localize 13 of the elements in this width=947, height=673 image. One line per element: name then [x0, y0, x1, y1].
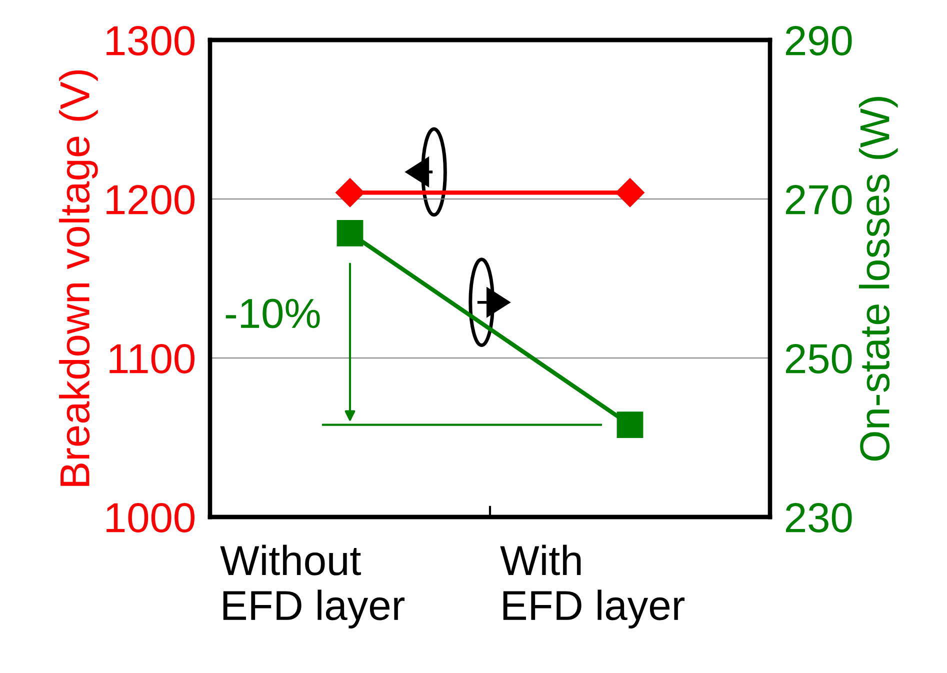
y-axis-title: Breakdown voltage (V) — [59, 70, 98, 486]
y2-axis-title: On-state losses (W) — [858, 97, 898, 461]
x-tick-label: Without EFD layer — [220, 544, 405, 628]
y-tick-label: 1200 — [106, 185, 194, 215]
annotation: -10% — [226, 298, 320, 328]
y-tick-label: 1100 — [110, 344, 194, 374]
y-tick-label: 1300 — [106, 26, 194, 56]
x-tick-label: With EFD layer — [500, 544, 685, 628]
y-tick-label: 1000 — [106, 503, 194, 533]
y2-tick-label: 270 — [786, 185, 852, 215]
y2-tick-label: 250 — [786, 344, 852, 374]
y2-tick-label: 230 — [786, 503, 852, 533]
y2-tick-label: 290 — [786, 26, 852, 56]
